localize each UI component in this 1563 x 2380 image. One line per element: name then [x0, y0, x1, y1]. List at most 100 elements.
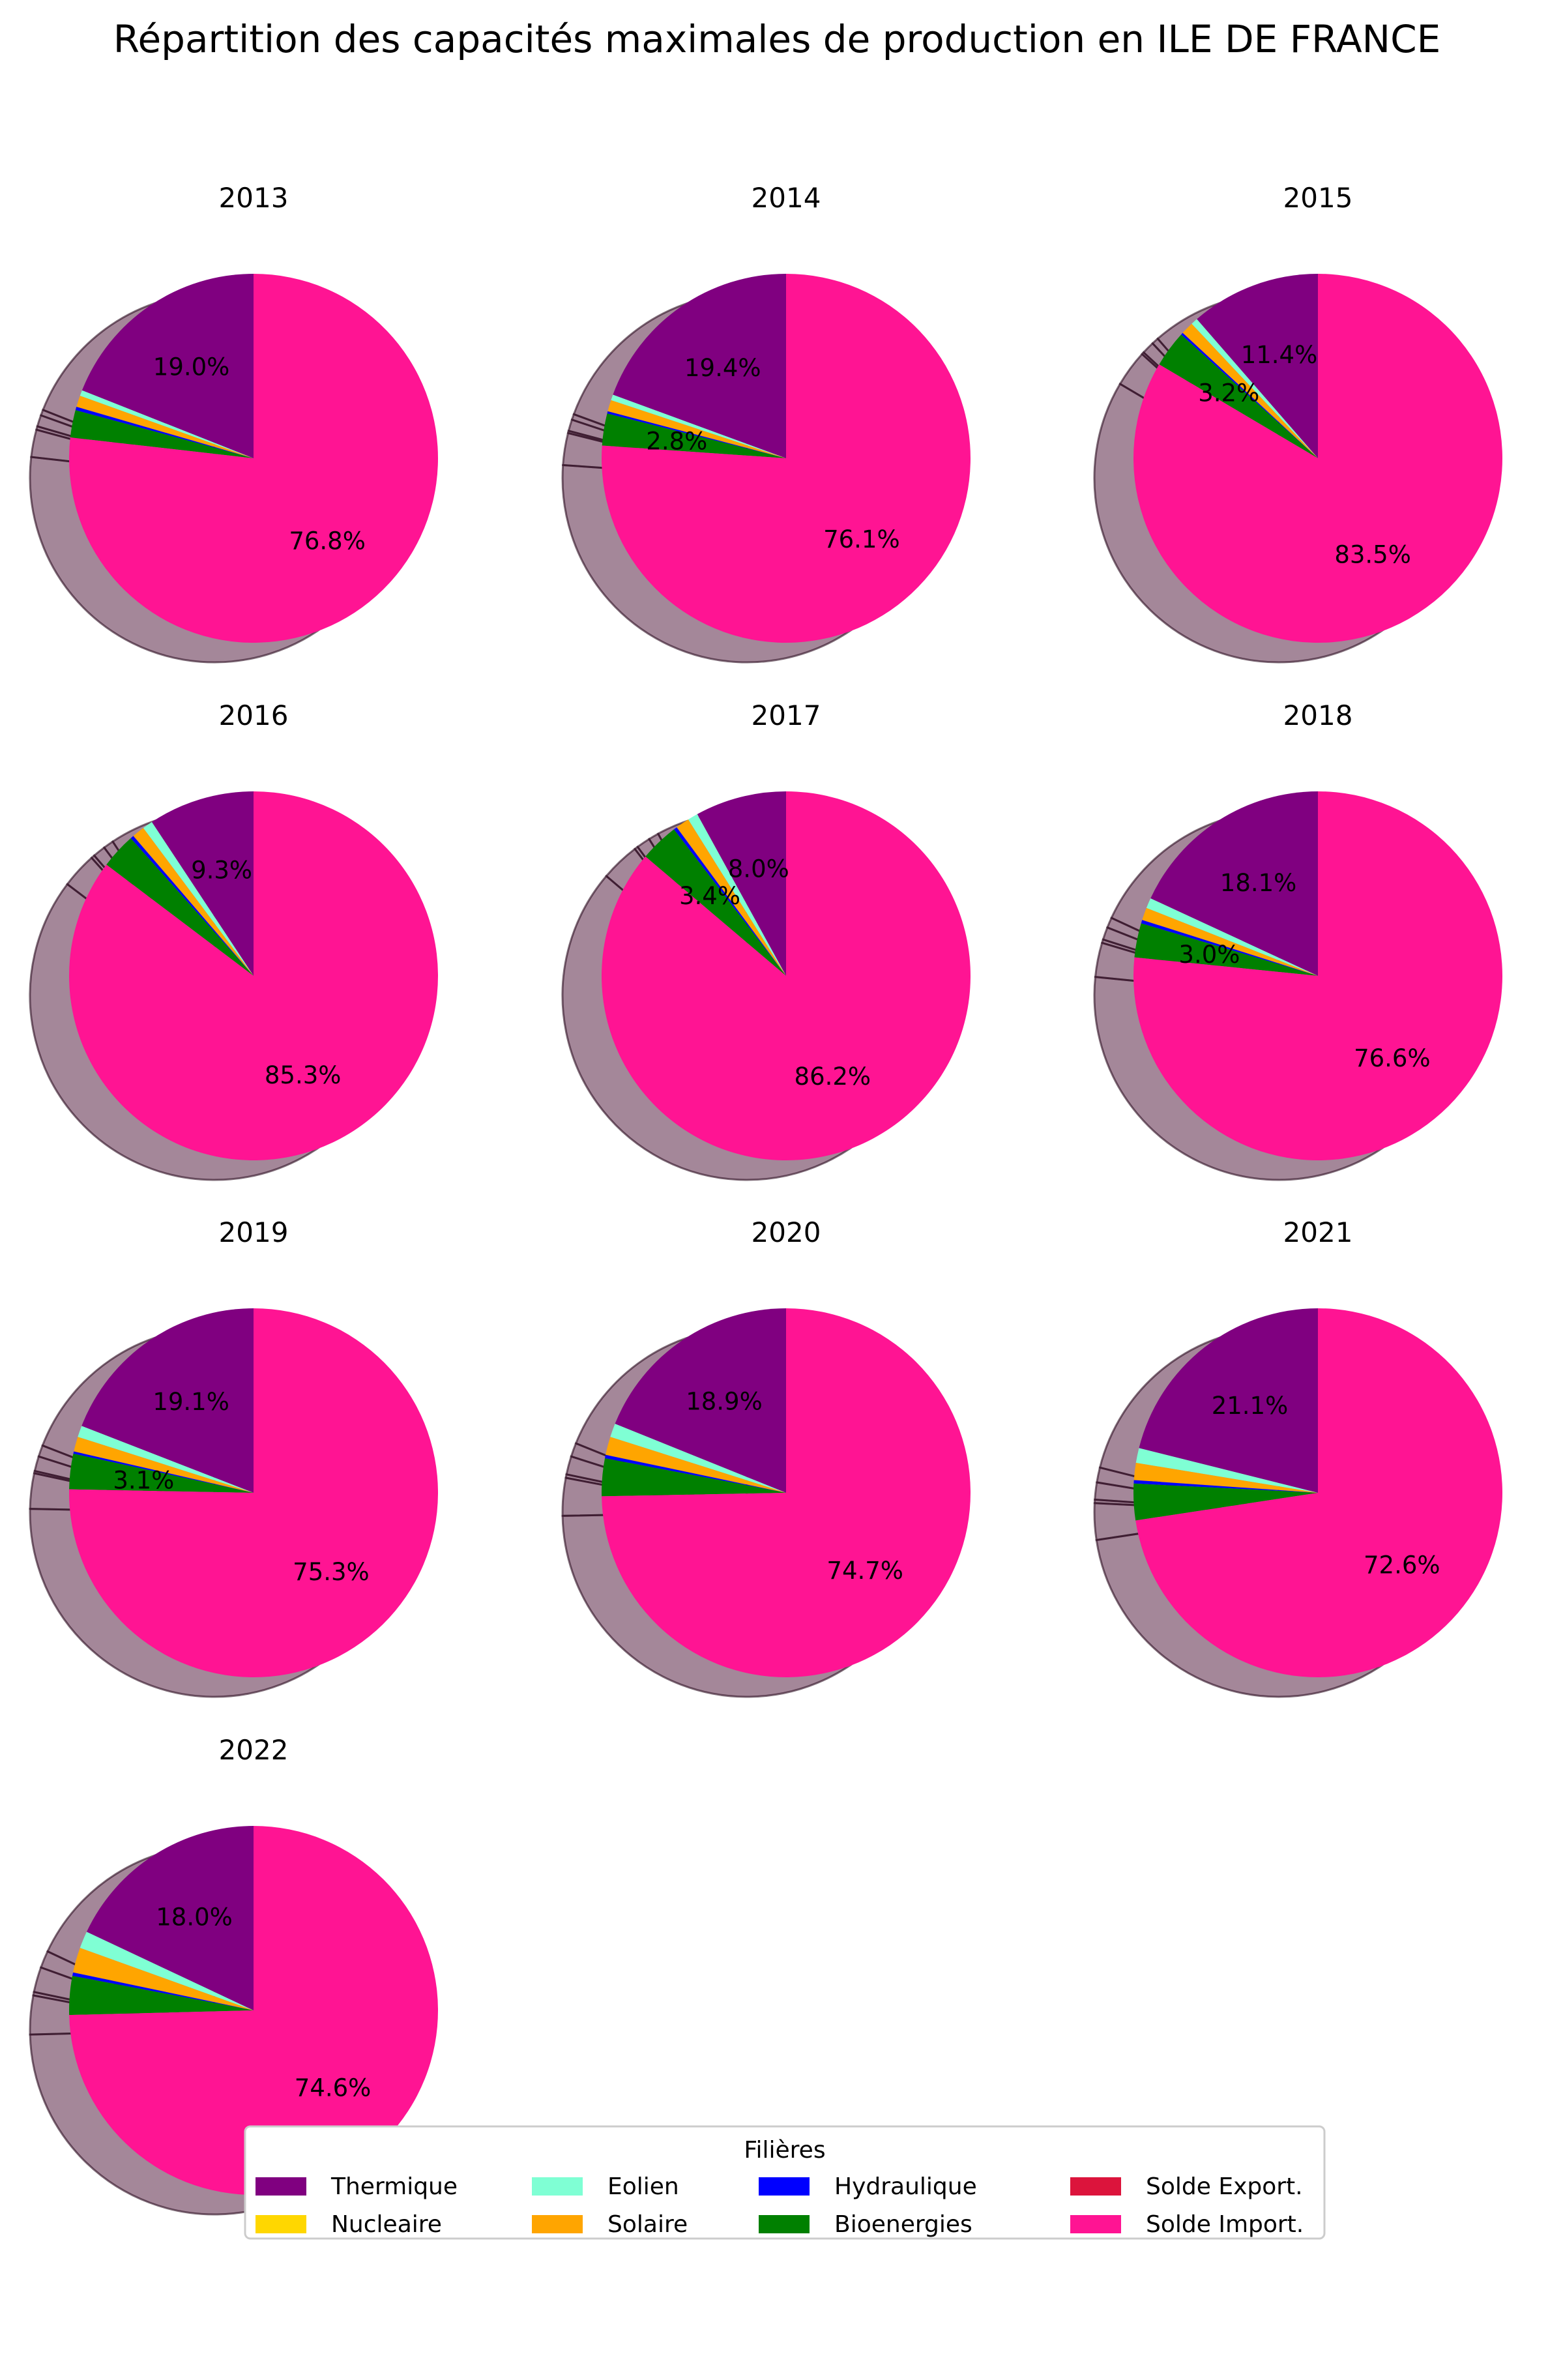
wedge-2014-Thermique	[613, 274, 786, 458]
pie-title-2018: 2018	[1283, 699, 1353, 731]
wedge-2018-Eolien	[1146, 898, 1318, 976]
legend-swatch-Bioenergies	[759, 2215, 810, 2233]
pct-label-2020-Solde Import.: 74.7%	[826, 1557, 903, 1585]
wedge-2017-Solde Import.	[602, 791, 971, 1161]
wedge-2020-Solaire	[606, 1437, 786, 1493]
pct-label-2013-Thermique: 19.0%	[153, 353, 230, 381]
wedge-2022-Solaire	[73, 1948, 254, 2010]
wedge-2016-Eolien	[143, 821, 254, 976]
legend-item-Solaire: Solaire	[532, 2211, 688, 2238]
legend-swatch-Solde Export.	[1070, 2177, 1121, 2196]
pct-label-2018-Thermique: 18.1%	[1220, 869, 1297, 897]
pct-label-2022-Thermique: 18.0%	[156, 1903, 233, 1932]
wedge-2015-Solaire	[1182, 323, 1318, 458]
wedge-2018-Bioenergies	[1134, 923, 1318, 976]
wedge-2014-Bioenergies	[602, 413, 786, 458]
wedge-2013-Eolien	[80, 390, 254, 458]
legend-label-Bioenergies: Bioenergies	[834, 2211, 972, 2238]
legend-item-Bioenergies: Bioenergies	[759, 2211, 972, 2238]
wedge-2015-Hydraulique	[1181, 332, 1318, 458]
pie-2014: 2014 19.4% 2.8% 76.1%	[561, 182, 971, 664]
pct-label-2014-Thermique: 19.4%	[684, 354, 761, 382]
pct-label-2017-Solde Import.: 86.2%	[795, 1063, 871, 1091]
pie-2016: 2016 9.3% 85.3%	[29, 699, 439, 1181]
legend-label-Solde Import.: Solde Import.	[1146, 2211, 1304, 2238]
legend-entries: Thermique Nucleaire Eolien Solaire Hydrauliq…	[256, 2173, 1304, 2238]
legend-swatch-Hydraulique	[759, 2177, 810, 2196]
wedge-2018-Hydraulique	[1141, 920, 1318, 976]
wedge-2018-Thermique	[1150, 791, 1318, 976]
pie-2015: 2015 11.4% 3.2% 83.5%	[1093, 182, 1502, 664]
pct-label-2019-Thermique: 19.1%	[153, 1388, 229, 1416]
wedge-2016-Bioenergies	[106, 838, 254, 976]
pct-label-2016-Solde Import.: 85.3%	[265, 1061, 342, 1089]
wedge-2021-Solde Import.	[1135, 1308, 1503, 1677]
wedge-2017-Hydraulique	[673, 827, 786, 976]
wedge-2013-Bioenergies	[70, 410, 254, 458]
pie-title-2017: 2017	[752, 699, 821, 731]
pie-title-2015: 2015	[1283, 182, 1353, 214]
wedge-2017-Bioenergies	[645, 829, 786, 976]
pct-label-2017-Bioenergies: 3.4%	[679, 882, 740, 910]
wedge-2019-Solaire	[74, 1437, 254, 1493]
legend-swatch-Solaire	[532, 2215, 583, 2233]
wedge-2019-Thermique	[81, 1308, 254, 1493]
legend-item-Solde Export.: Solde Export.	[1070, 2173, 1303, 2200]
wedge-2018-Solde Import.	[1133, 791, 1502, 1160]
wedge-2022-Hydraulique	[72, 1972, 254, 2010]
wedge-2014-Eolien	[611, 394, 786, 458]
wedge-2020-Hydraulique	[605, 1454, 786, 1493]
legend-swatch-Nucleaire	[256, 2215, 306, 2233]
wedge-2017-Thermique	[697, 791, 786, 976]
pie-2019: 2019 19.1% 3.1% 75.3%	[29, 1216, 438, 1698]
wedge-2013-Hydraulique	[75, 407, 254, 458]
pct-label-2013-Solde Import.: 76.8%	[289, 527, 366, 555]
pie-title-2022: 2022	[219, 1734, 289, 1766]
pct-label-2019-Bioenergies: 3.1%	[113, 1466, 174, 1494]
wedge-2013-Solaire	[76, 396, 254, 458]
wedge-2015-Thermique	[1197, 274, 1318, 458]
pct-label-2016-Thermique: 9.3%	[191, 856, 252, 884]
wedge-2022-Thermique	[86, 1826, 254, 2010]
wedge-2014-Solaire	[607, 400, 786, 458]
legend: Filières Thermique Nucleaire Eolien Solaire…	[244, 2125, 1326, 2240]
legend-item-Hydraulique: Hydraulique	[759, 2173, 977, 2200]
pie-2020: 2020 18.9% 74.7%	[561, 1216, 971, 1698]
wedge-2018-Solaire	[1142, 907, 1318, 976]
wedge-2014-Hydraulique	[607, 411, 786, 458]
pie-title-2014: 2014	[752, 182, 821, 214]
wedge-2021-Eolien	[1135, 1448, 1318, 1493]
legend-label-Eolien: Eolien	[607, 2173, 679, 2200]
legend-label-Solde Export.: Solde Export.	[1146, 2173, 1303, 2200]
wedge-2016-Hydraulique	[130, 836, 254, 976]
wedge-2020-Solde Import.	[602, 1308, 971, 1677]
wedge-2022-Solde Import.	[69, 1826, 438, 2196]
pct-label-2017-Thermique: 8.0%	[728, 855, 789, 883]
legend-item-Thermique: Thermique	[256, 2173, 458, 2200]
wedge-2016-Thermique	[151, 791, 254, 976]
pie-title-2013: 2013	[219, 182, 289, 214]
legend-swatch-Eolien	[532, 2177, 583, 2196]
wedge-2019-Bioenergies	[69, 1454, 254, 1493]
legend-label-Nucleaire: Nucleaire	[331, 2211, 442, 2238]
pct-label-2021-Thermique: 21.1%	[1212, 1392, 1289, 1420]
pct-label-2014-Solde Import.: 76.1%	[823, 525, 900, 553]
pie-title-2016: 2016	[219, 699, 289, 731]
pie-2013: 2013 19.0% 76.8%	[29, 182, 438, 664]
wedge-2015-Solde Import.	[1133, 274, 1502, 643]
legend-item-Nucleaire: Nucleaire	[256, 2211, 442, 2238]
wedge-2019-Hydraulique	[73, 1451, 254, 1493]
pie-title-2019: 2019	[219, 1216, 289, 1248]
wedge-2020-Eolien	[610, 1424, 786, 1493]
legend-item-Eolien: Eolien	[532, 2173, 679, 2200]
wedge-2021-Bioenergies	[1133, 1483, 1318, 1521]
pie-2017: 2017 8.0%3.4% 86.2%	[561, 699, 971, 1181]
legend-swatch-Solde Import.	[1070, 2215, 1121, 2233]
legend-title: Filières	[744, 2137, 825, 2164]
wedge-2020-Bioenergies	[602, 1458, 786, 1497]
legend-label-Solaire: Solaire	[607, 2211, 688, 2238]
pct-label-2014-Bioenergies: 2.8%	[646, 427, 707, 455]
pct-label-2020-Thermique: 18.9%	[686, 1387, 763, 1415]
wedge-2022-Eolien	[80, 1932, 254, 2010]
legend-swatch-Thermique	[256, 2177, 306, 2196]
